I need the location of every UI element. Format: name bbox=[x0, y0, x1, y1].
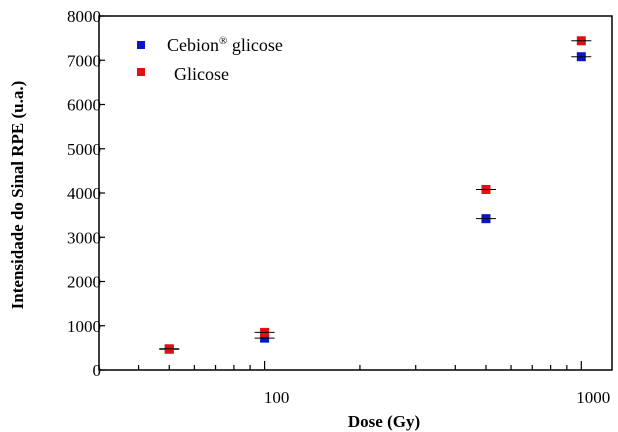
x-axis-ticks: 100 1000 bbox=[98, 361, 610, 407]
legend: Cebion® glicose Glicose bbox=[137, 35, 283, 84]
legend-marker-glicose bbox=[137, 68, 145, 76]
y-tick-label: 2000 bbox=[67, 273, 101, 292]
y-tick-label: 4000 bbox=[67, 184, 101, 203]
y-tick-label: 8000 bbox=[67, 7, 101, 26]
legend-label-cebion: Cebion® glicose bbox=[167, 35, 283, 55]
y-axis-title: Intensidade do Sinal RPE (u.a.) bbox=[8, 81, 27, 310]
data-points bbox=[159, 36, 592, 354]
legend-marker-cebion bbox=[137, 41, 145, 49]
y-tick-label: 5000 bbox=[67, 140, 101, 159]
x-tick-label: 1000 bbox=[576, 388, 610, 407]
x-tick-label: 100 bbox=[264, 388, 290, 407]
y-tick-label: 1000 bbox=[67, 317, 101, 336]
y-tick-label: 6000 bbox=[67, 96, 101, 115]
y-axis-ticks: 0 1000 2000 3000 4000 5000 6000 7000 8000 bbox=[67, 7, 105, 380]
y-tick-label: 3000 bbox=[67, 228, 101, 247]
y-tick-label: 7000 bbox=[67, 51, 101, 70]
x-axis-title: Dose (Gy) bbox=[348, 412, 420, 431]
y-tick-label: 0 bbox=[93, 361, 102, 380]
legend-label-glicose: Glicose bbox=[174, 64, 229, 84]
